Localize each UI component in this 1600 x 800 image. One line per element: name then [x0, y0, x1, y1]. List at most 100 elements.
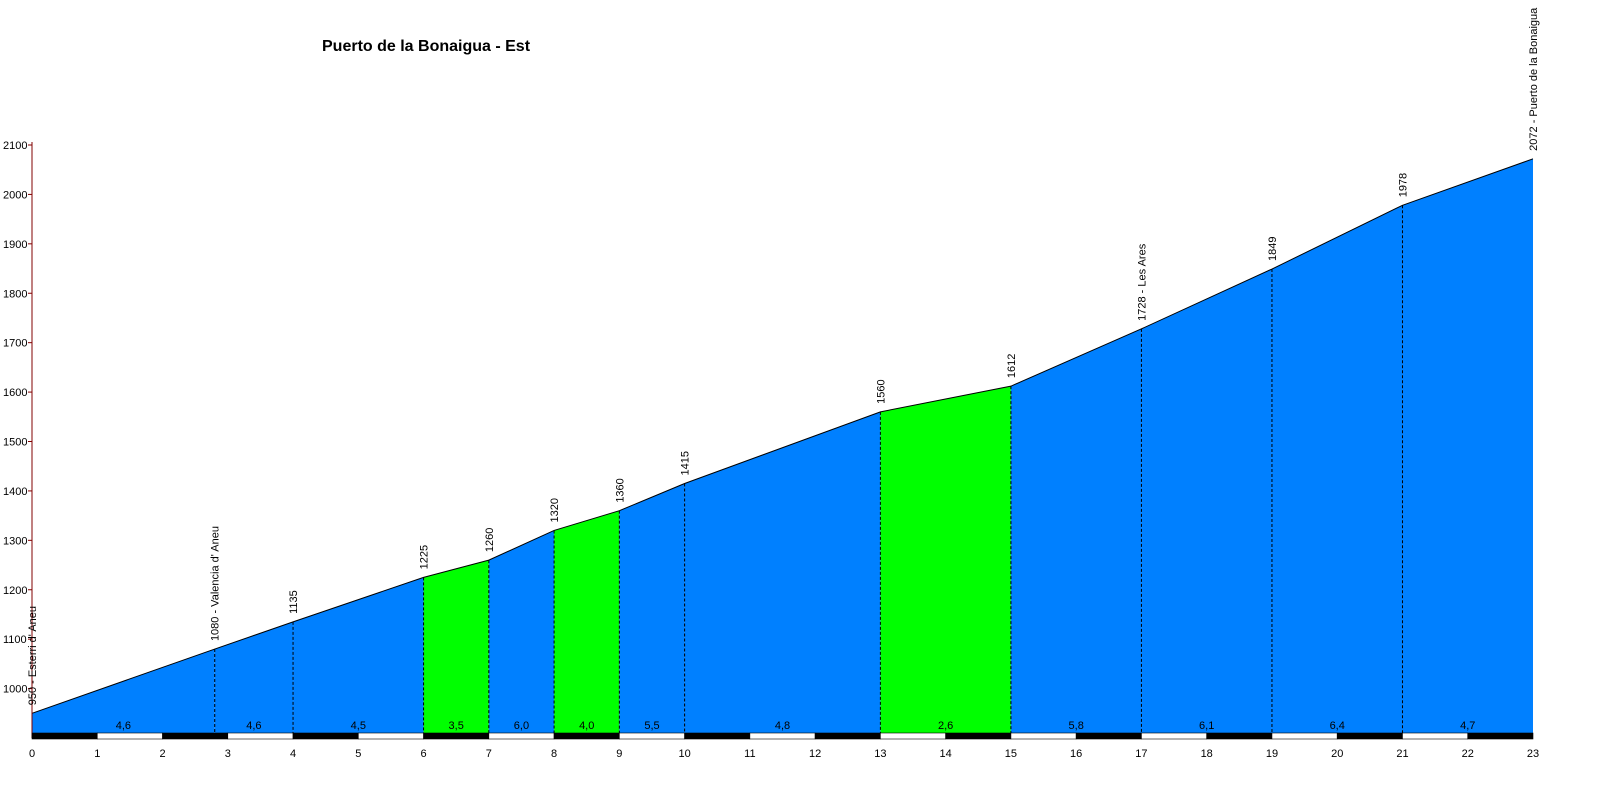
- x-tick-label-16: 16: [1070, 748, 1082, 760]
- x-tick-label-17: 17: [1135, 748, 1147, 760]
- gradient-label-2: 4,5: [351, 720, 366, 732]
- gradient-label-4: 6,0: [514, 720, 529, 732]
- x-tick-label-15: 15: [1005, 748, 1017, 760]
- km-bar-14: [945, 732, 1012, 740]
- y-tick-label-1800: 1800: [3, 288, 27, 300]
- x-tick-label-22: 22: [1462, 748, 1474, 760]
- point-label-0: 950 - Esterri d' Aneu: [27, 606, 39, 705]
- gradient-label-3: 3,5: [449, 720, 464, 732]
- profile-segment-0: [32, 649, 215, 738]
- profile-segment-11: [1271, 205, 1403, 738]
- gradient-label-6: 5,5: [644, 720, 659, 732]
- x-tick-label-1: 1: [94, 748, 100, 760]
- point-label-11: 1849: [1267, 237, 1279, 261]
- profile-segment-1: [214, 621, 294, 738]
- x-tick-label-10: 10: [678, 748, 690, 760]
- y-tick-label-1000: 1000: [3, 684, 27, 696]
- profile-segment-3: [423, 560, 489, 738]
- y-tick-label-1100: 1100: [3, 634, 27, 646]
- gradient-label-10: 6,1: [1199, 720, 1214, 732]
- point-label-2: 1135: [288, 590, 300, 614]
- gradient-label-0: 4,6: [116, 720, 131, 732]
- point-label-3: 1225: [419, 545, 431, 569]
- profile-segment-2: [293, 577, 424, 738]
- km-bar-18: [1206, 732, 1273, 740]
- km-bar-9: [619, 732, 685, 740]
- x-tick-label-20: 20: [1331, 748, 1343, 760]
- profile-segment-4: [488, 530, 555, 738]
- gradient-label-1: 4,6: [246, 720, 261, 732]
- y-tick-label-1600: 1600: [3, 387, 27, 399]
- point-label-10: 1728 - Les Ares: [1136, 243, 1148, 321]
- km-bar-5: [358, 732, 424, 740]
- x-tick-label-0: 0: [29, 748, 35, 760]
- gradient-label-8: 2,6: [938, 720, 953, 732]
- profile-segment-12: [1402, 158, 1533, 738]
- y-tick-label-1200: 1200: [3, 585, 27, 597]
- gradient-label-5: 4,0: [579, 720, 594, 732]
- km-bar-13: [880, 732, 946, 740]
- km-bar-1: [96, 732, 163, 740]
- x-tick-label-12: 12: [809, 748, 821, 760]
- gradient-label-11: 6,4: [1330, 720, 1345, 732]
- km-bar-3: [227, 732, 294, 740]
- km-bar-21: [1402, 732, 1469, 740]
- km-bar-15: [1010, 732, 1077, 740]
- point-label-4: 1260: [484, 528, 496, 552]
- km-bar-22: [1467, 732, 1534, 740]
- x-tick-label-3: 3: [225, 748, 231, 760]
- gradient-label-12: 4,7: [1460, 720, 1475, 732]
- y-tick-label-1300: 1300: [3, 535, 27, 547]
- km-bar-17: [1141, 732, 1207, 740]
- x-tick-label-5: 5: [355, 748, 361, 760]
- y-tick-label-2000: 2000: [3, 189, 27, 201]
- x-tick-label-9: 9: [616, 748, 622, 760]
- profile-segment-10: [1141, 269, 1272, 738]
- y-tick-label-1400: 1400: [3, 486, 27, 498]
- point-label-8: 1560: [875, 379, 887, 403]
- profile-segment-6: [619, 483, 685, 738]
- km-bar-11: [749, 732, 816, 740]
- km-bar-7: [488, 732, 555, 740]
- km-bar-8: [553, 732, 620, 740]
- km-bar-20: [1336, 732, 1403, 740]
- x-tick-label-7: 7: [486, 748, 492, 760]
- profile-segment-8: [880, 386, 1011, 738]
- km-bar-2: [162, 732, 229, 740]
- y-tick-label-2100: 2100: [3, 140, 27, 152]
- x-tick-label-13: 13: [874, 748, 886, 760]
- km-bar-19: [1271, 732, 1338, 740]
- profile-line: [31, 158, 1534, 714]
- x-tick-label-23: 23: [1527, 748, 1539, 760]
- x-tick-label-21: 21: [1396, 748, 1408, 760]
- x-tick-label-18: 18: [1201, 748, 1213, 760]
- profile-segment-9: [1010, 328, 1142, 738]
- point-label-13: 2072 - Puerto de la Bonaigua: [1528, 7, 1540, 151]
- gradient-label-9: 5,8: [1069, 720, 1084, 732]
- profile-segment-5: [554, 510, 620, 738]
- profile-segment-7: [684, 411, 881, 738]
- x-tick-label-8: 8: [551, 748, 557, 760]
- km-bar-6: [423, 732, 490, 740]
- point-label-7: 1415: [680, 451, 692, 475]
- point-label-12: 1978: [1397, 173, 1409, 197]
- y-tick-label-1700: 1700: [3, 338, 27, 350]
- km-bar-4: [292, 732, 359, 740]
- y-tick-label-1500: 1500: [3, 437, 27, 449]
- gradient-label-7: 4,8: [775, 720, 790, 732]
- km-bar-10: [684, 732, 751, 740]
- km-bar-16: [1075, 732, 1142, 740]
- point-label-9: 1612: [1006, 354, 1018, 378]
- x-tick-label-4: 4: [290, 748, 296, 760]
- km-bar-12: [814, 732, 881, 740]
- chart-title: Puerto de la Bonaigua - Est: [322, 38, 531, 55]
- x-tick-label-6: 6: [421, 748, 427, 760]
- point-label-1: 1080 - Valencia d' Aneu: [210, 526, 222, 641]
- point-label-5: 1320: [549, 498, 561, 522]
- x-tick-label-19: 19: [1266, 748, 1278, 760]
- x-tick-label-14: 14: [940, 748, 952, 760]
- km-bar-0: [31, 732, 98, 740]
- point-label-6: 1360: [614, 478, 626, 502]
- x-tick-label-11: 11: [744, 748, 755, 760]
